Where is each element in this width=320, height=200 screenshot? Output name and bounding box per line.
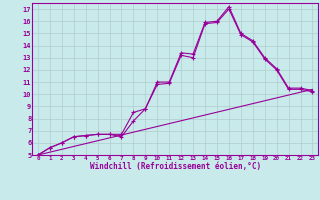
X-axis label: Windchill (Refroidissement éolien,°C): Windchill (Refroidissement éolien,°C) <box>90 162 261 171</box>
